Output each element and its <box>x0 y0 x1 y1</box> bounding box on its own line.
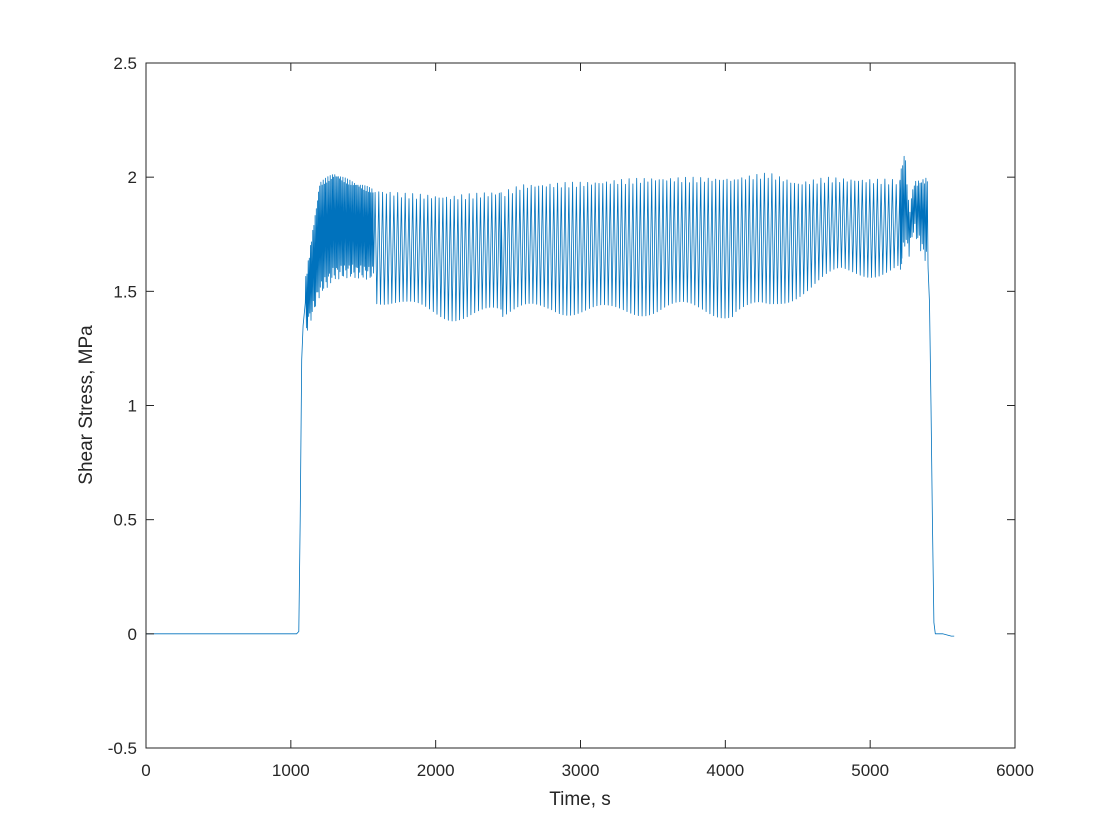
x-tick-label: 4000 <box>706 761 744 780</box>
x-tick-label: 3000 <box>562 761 600 780</box>
y-tick-label: 1.5 <box>113 282 137 301</box>
x-tick-label: 6000 <box>996 761 1034 780</box>
axes-layer: 0 1000 2000 3000 4000 5000 6000-0.500.511.522.… <box>108 54 1034 780</box>
y-tick-label: -0.5 <box>108 739 137 758</box>
y-tick-label: 0 <box>128 625 137 644</box>
y-axis-label: Shear Stress, MPa <box>76 325 97 485</box>
x-axis-label: Time, s <box>549 789 611 810</box>
x-tick-label: 5000 <box>851 761 889 780</box>
y-tick-label: 0.5 <box>113 511 137 530</box>
series-line-shear-stress <box>146 155 955 637</box>
x-tick-label: 2000 <box>417 761 455 780</box>
x-tick-label: 0 <box>141 761 150 780</box>
y-tick-label: 1 <box>128 397 137 416</box>
y-tick-label: 2.5 <box>113 54 137 73</box>
x-tick-label: 1000 <box>272 761 310 780</box>
data-layer <box>146 155 955 637</box>
y-tick-label: 2 <box>128 168 137 187</box>
plot-area <box>146 63 1015 748</box>
